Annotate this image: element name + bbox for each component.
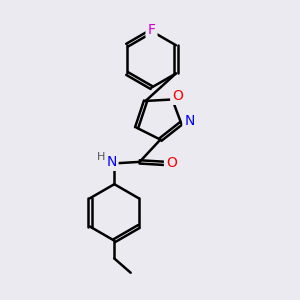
Text: O: O [166, 156, 177, 170]
Text: F: F [148, 22, 155, 37]
Text: O: O [172, 89, 183, 103]
Text: N: N [184, 114, 195, 128]
Text: H: H [97, 152, 105, 162]
Text: N: N [106, 155, 116, 169]
